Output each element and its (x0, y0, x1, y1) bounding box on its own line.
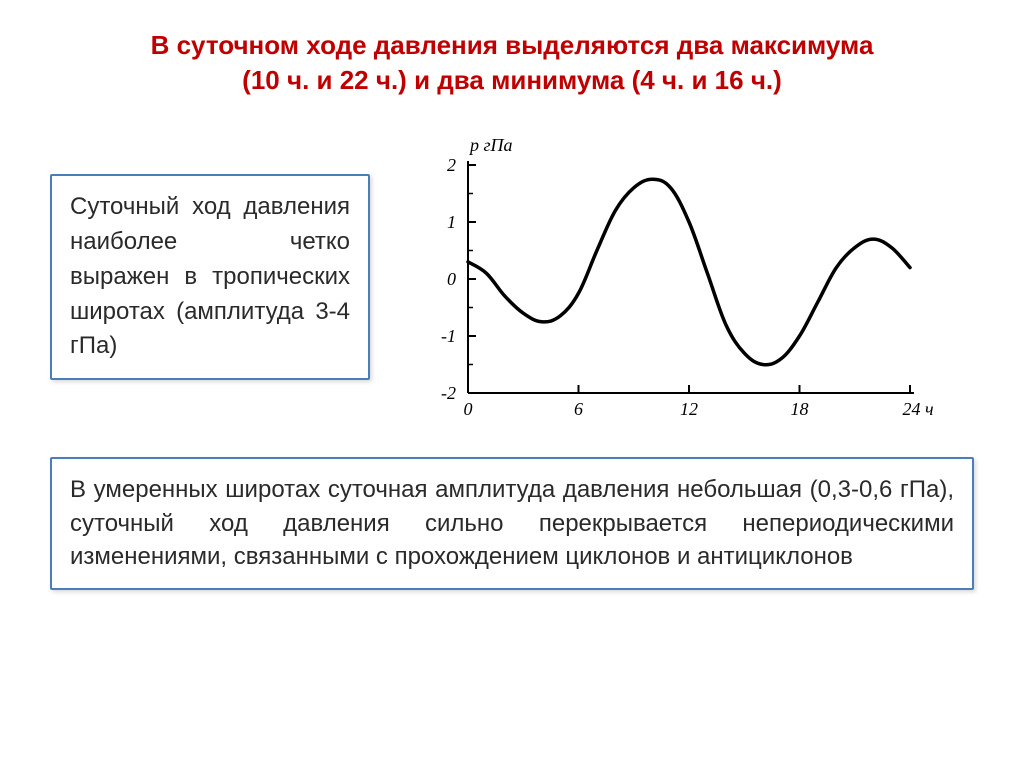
svg-text:6: 6 (574, 399, 583, 419)
pressure-chart: p гПа-2-101206121824 ч (400, 124, 974, 429)
svg-text:18: 18 (791, 399, 809, 419)
textbox-tropical: Суточный ход давления наиболее четко выр… (50, 174, 370, 380)
textbox-temperate: В умеренных широтах суточная амплитуда д… (50, 457, 974, 590)
svg-text:-2: -2 (441, 383, 456, 403)
svg-text:24 ч: 24 ч (902, 399, 933, 419)
svg-text:0: 0 (447, 269, 456, 289)
title-line2: (10 ч. и 22 ч.) и два минимума (4 ч. и 1… (242, 65, 782, 95)
svg-text:p гПа: p гПа (468, 135, 513, 155)
title-line1: В суточном ходе давления выделяются два … (151, 30, 874, 60)
content-row: Суточный ход давления наиболее четко выр… (0, 124, 1024, 429)
svg-text:1: 1 (447, 212, 456, 232)
svg-text:0: 0 (464, 399, 473, 419)
svg-text:-1: -1 (441, 326, 456, 346)
svg-text:12: 12 (680, 399, 698, 419)
slide-title: В суточном ходе давления выделяются два … (0, 0, 1024, 98)
svg-text:2: 2 (447, 155, 456, 175)
